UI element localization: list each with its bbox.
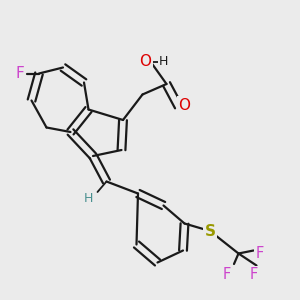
Text: S: S <box>205 224 215 238</box>
Text: F: F <box>222 267 231 282</box>
Text: O: O <box>178 98 190 112</box>
Text: O: O <box>140 54 152 69</box>
Text: F: F <box>15 66 24 81</box>
Text: H: H <box>84 191 93 205</box>
Text: H: H <box>159 55 168 68</box>
Text: F: F <box>255 246 264 261</box>
Text: F: F <box>249 267 258 282</box>
